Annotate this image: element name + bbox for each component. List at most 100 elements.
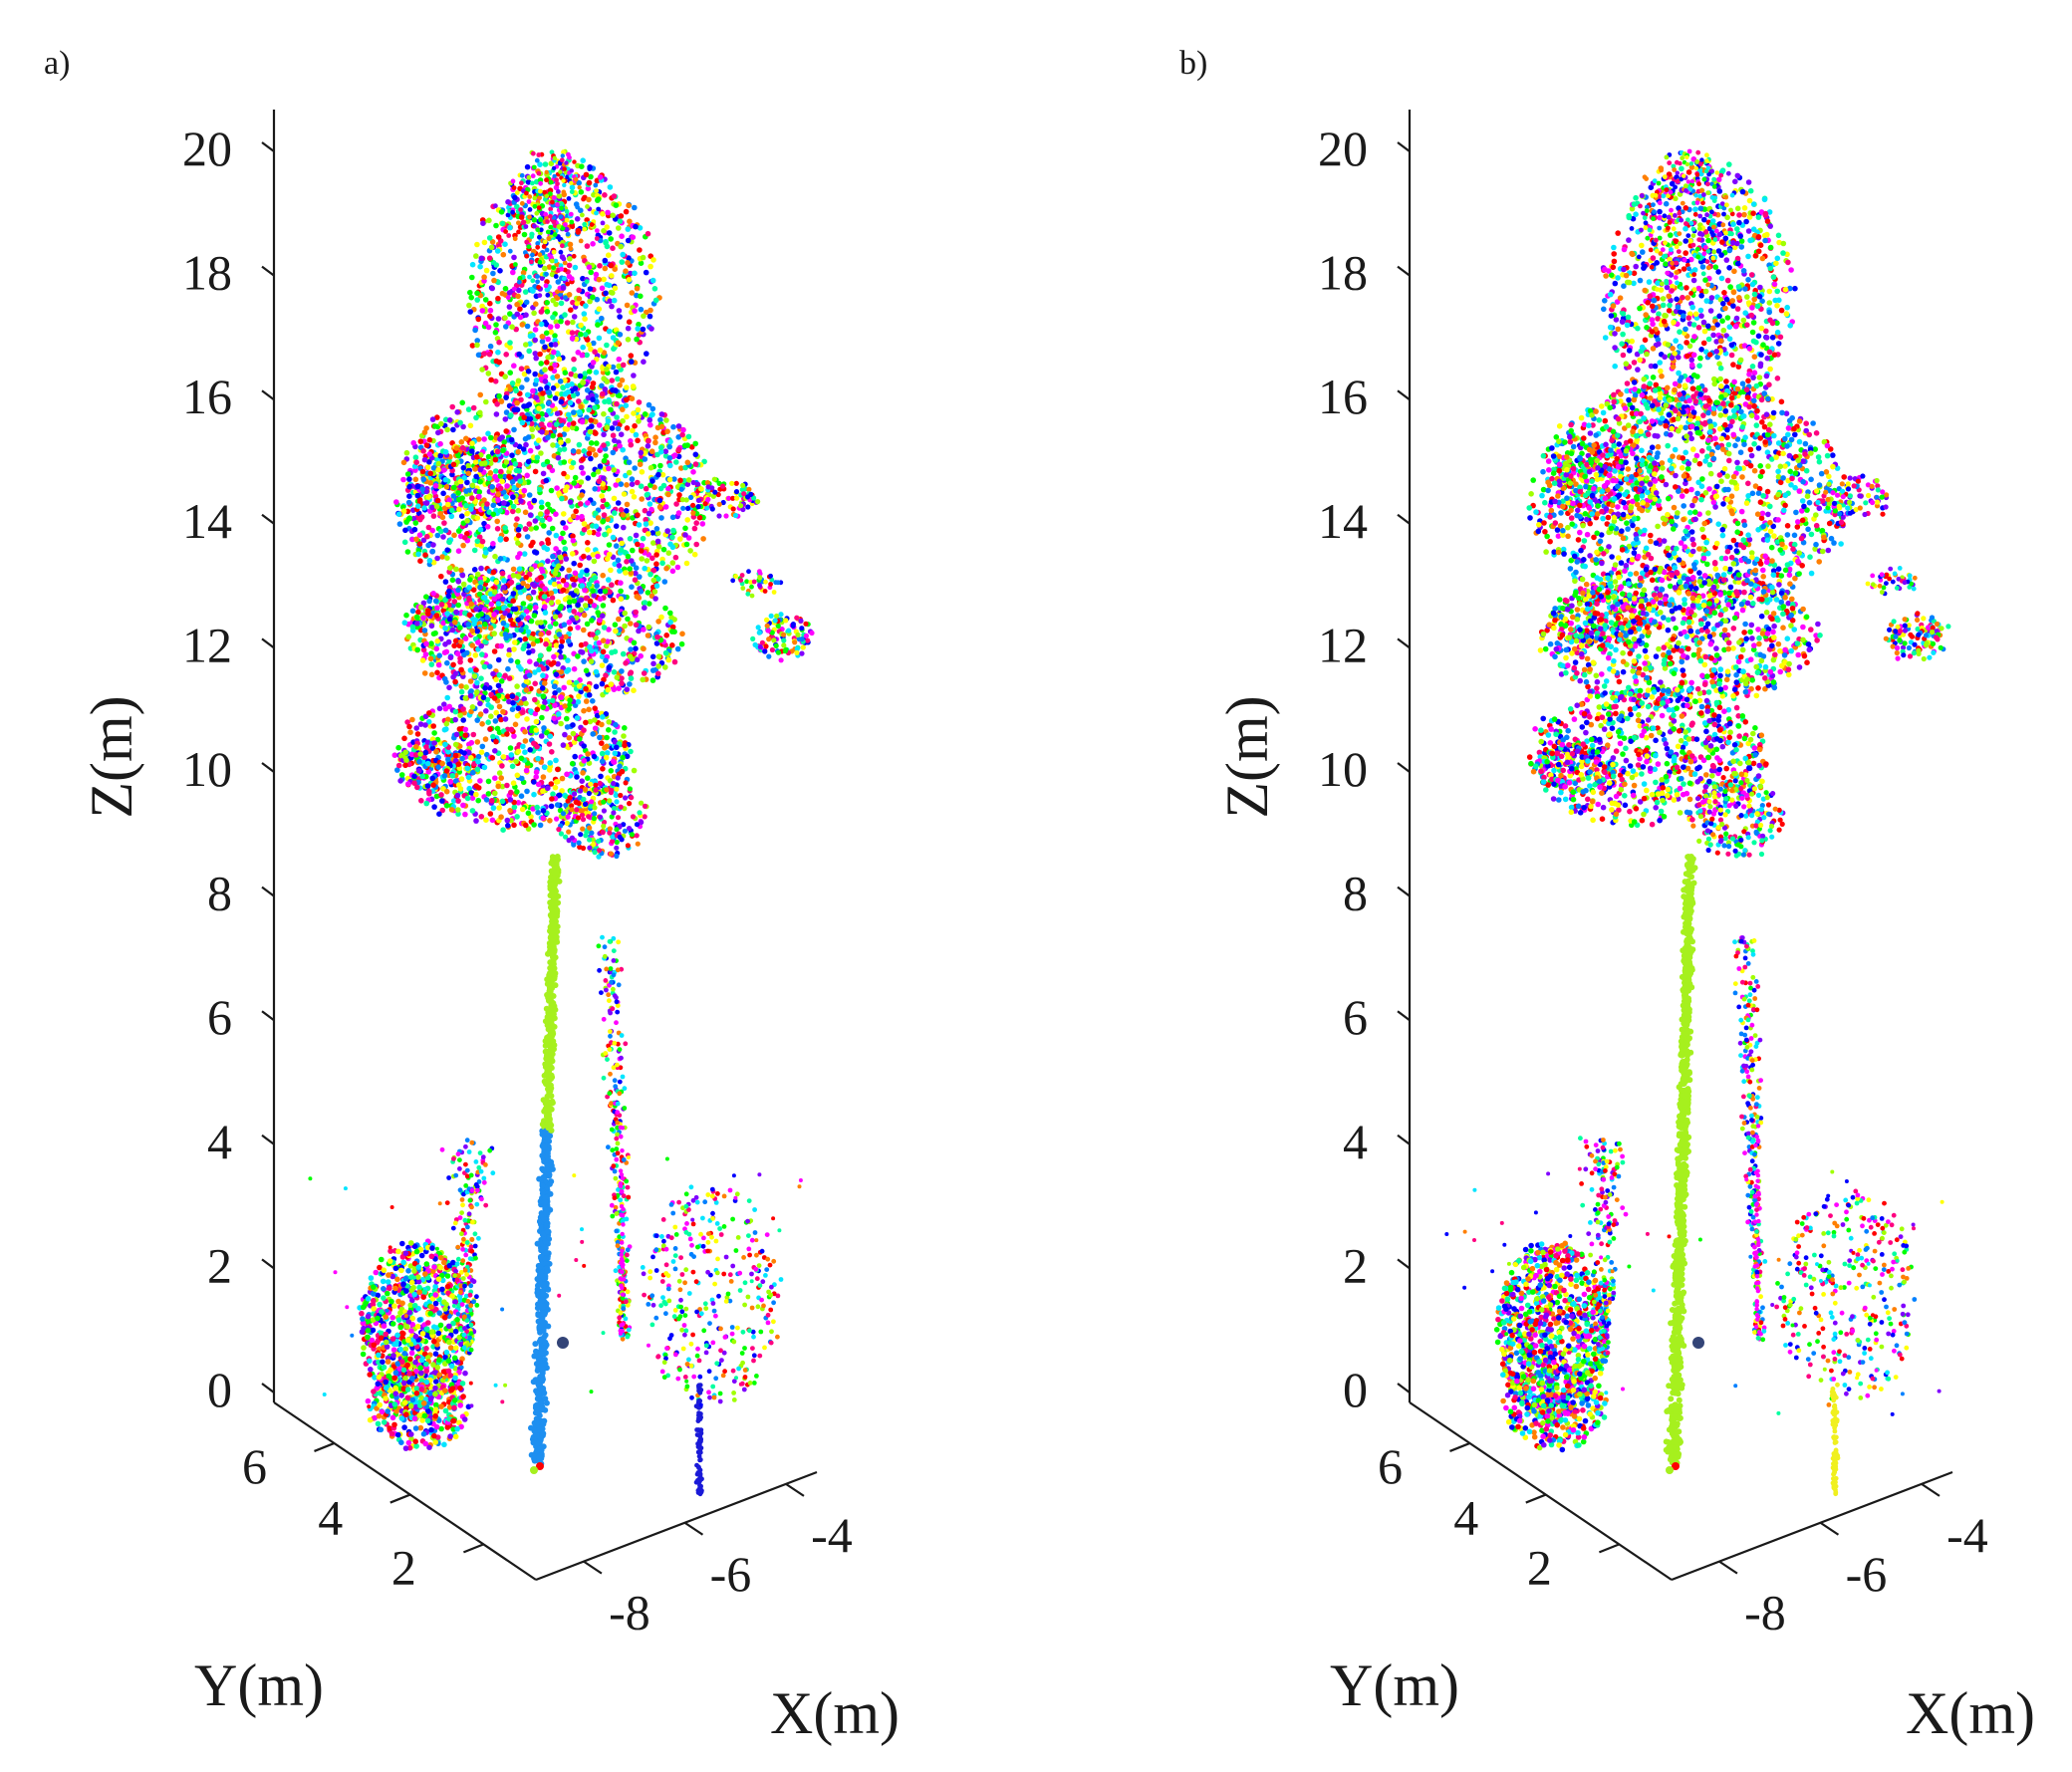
scatter-point bbox=[583, 595, 590, 602]
scatter-point bbox=[709, 506, 715, 512]
scatter-point bbox=[423, 640, 429, 647]
scatter-point bbox=[629, 290, 636, 296]
scatter-point bbox=[462, 726, 469, 733]
scatter-point bbox=[654, 530, 661, 537]
scatter-point bbox=[612, 750, 619, 757]
y-tick-label: 6 bbox=[242, 1438, 267, 1494]
scatter-point bbox=[519, 322, 526, 328]
scatter-point bbox=[499, 570, 506, 577]
scatter-point bbox=[622, 742, 628, 749]
scatter-point bbox=[583, 698, 590, 704]
scatter-point bbox=[521, 403, 527, 409]
scatter-point bbox=[522, 728, 528, 735]
scatter-point bbox=[683, 541, 690, 548]
scatter-point bbox=[629, 359, 635, 366]
scatter-point bbox=[617, 314, 623, 320]
scatter-point bbox=[542, 367, 548, 374]
scatter-point bbox=[421, 456, 428, 463]
scatter-point bbox=[546, 767, 553, 773]
scatter-point bbox=[475, 436, 482, 442]
scatter-point bbox=[578, 607, 584, 614]
scatter-point bbox=[520, 709, 526, 715]
scatter-point bbox=[615, 376, 621, 382]
scatter-point bbox=[554, 816, 560, 822]
scatter-point bbox=[638, 589, 645, 595]
scatter-point bbox=[455, 490, 462, 496]
scatter-point bbox=[558, 398, 565, 405]
scatter-point bbox=[658, 423, 665, 430]
scatter-point bbox=[495, 234, 502, 240]
scatter-point bbox=[618, 243, 624, 250]
scatter-point bbox=[692, 451, 699, 458]
scatter-point bbox=[473, 473, 479, 480]
scatter-point bbox=[514, 190, 520, 195]
scatter-point bbox=[648, 326, 654, 332]
scatter-point bbox=[614, 400, 620, 407]
scatter-point bbox=[643, 485, 649, 492]
scatter-point bbox=[426, 436, 433, 443]
scatter-point bbox=[466, 302, 472, 309]
scatter-point bbox=[450, 426, 456, 433]
scatter-point bbox=[644, 492, 650, 498]
scatter-point bbox=[583, 303, 589, 309]
scatter-point bbox=[509, 380, 516, 386]
scatter-point bbox=[489, 484, 495, 490]
scatter-point bbox=[579, 513, 585, 520]
z-tick-mark bbox=[261, 1010, 275, 1022]
scatter-point bbox=[575, 204, 581, 210]
scatter-point bbox=[609, 273, 615, 279]
scatter-point bbox=[584, 352, 590, 359]
scatter-point bbox=[549, 796, 555, 802]
scatter-point bbox=[500, 708, 506, 715]
scatter-point bbox=[497, 536, 504, 542]
scatter-point bbox=[473, 667, 479, 673]
scatter-point bbox=[553, 511, 559, 517]
scatter-point bbox=[605, 209, 611, 216]
scatter-point bbox=[617, 218, 624, 224]
scatter-point bbox=[569, 835, 576, 841]
scatter-point bbox=[587, 166, 593, 172]
x-tick-mark bbox=[785, 1482, 805, 1497]
scatter-point bbox=[605, 556, 611, 562]
scatter-point bbox=[515, 507, 522, 514]
z-tick-mark bbox=[261, 1383, 275, 1393]
scatter-point bbox=[530, 589, 537, 596]
scatter-point bbox=[575, 229, 582, 235]
scatter-point bbox=[530, 173, 536, 179]
scatter-point bbox=[553, 671, 560, 677]
scatter-point bbox=[407, 729, 413, 735]
scatter-point bbox=[691, 551, 698, 558]
scatter-point bbox=[579, 352, 586, 359]
scatter-point bbox=[579, 808, 585, 814]
scatter-point bbox=[514, 301, 520, 308]
scatter-point bbox=[428, 623, 435, 630]
scatter-point bbox=[626, 459, 633, 466]
scatter-point bbox=[420, 448, 426, 454]
scatter-point bbox=[481, 351, 487, 357]
scatter-point bbox=[631, 410, 637, 416]
scatter-point bbox=[545, 355, 551, 361]
scatter-point bbox=[597, 174, 604, 180]
scatter-point bbox=[606, 328, 613, 335]
scatter-point bbox=[624, 686, 631, 692]
scatter-point bbox=[483, 550, 489, 556]
scatter-point bbox=[674, 645, 681, 652]
scatter-point bbox=[476, 534, 483, 540]
scatter-point bbox=[613, 721, 619, 728]
scatter-point bbox=[420, 615, 426, 622]
scatter-point bbox=[744, 579, 749, 585]
scatter-point bbox=[548, 661, 555, 667]
scatter-point bbox=[539, 714, 545, 721]
scatter-point bbox=[576, 448, 582, 455]
scatter-point bbox=[570, 722, 576, 728]
scatter-point bbox=[745, 591, 751, 597]
scatter-point bbox=[538, 321, 545, 328]
scatter-point bbox=[436, 811, 442, 817]
scatter-point bbox=[584, 337, 591, 343]
scatter-point bbox=[750, 635, 756, 642]
scatter-point bbox=[553, 532, 560, 539]
scatter-point bbox=[482, 621, 488, 628]
scatter-point bbox=[572, 753, 578, 760]
scatter-point bbox=[494, 526, 501, 532]
scatter-point bbox=[638, 652, 644, 659]
